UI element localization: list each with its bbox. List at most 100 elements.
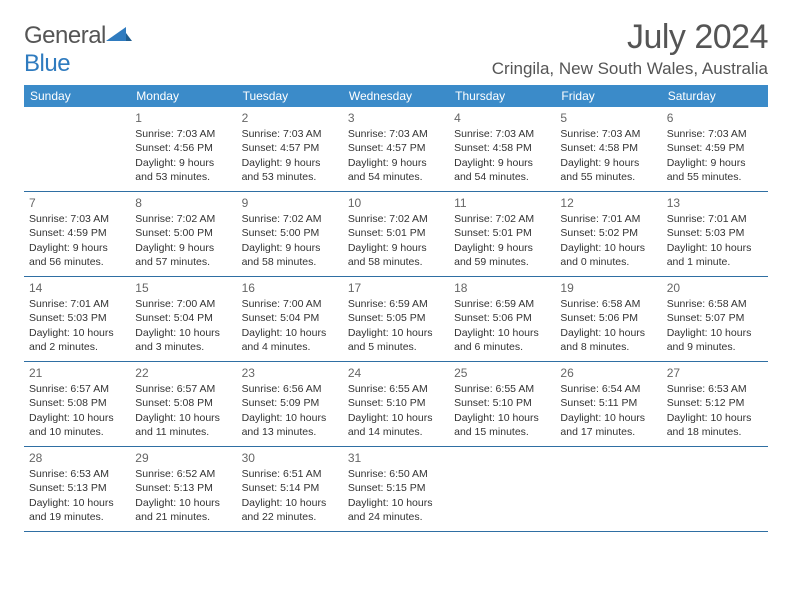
day-info-line: and 21 minutes. — [135, 510, 231, 524]
day-info-line: and 54 minutes. — [454, 170, 550, 184]
day-info-line: Sunrise: 6:54 AM — [560, 382, 656, 396]
logo-text: General Blue — [24, 22, 132, 78]
day-cell: 18Sunrise: 6:59 AMSunset: 5:06 PMDayligh… — [449, 277, 555, 361]
day-info-line: Sunrise: 6:57 AM — [29, 382, 125, 396]
day-info-line: Sunrise: 6:58 AM — [560, 297, 656, 311]
day-info-line: and 3 minutes. — [135, 340, 231, 354]
day-info-line: Sunset: 5:12 PM — [667, 396, 763, 410]
day-number: 16 — [242, 280, 338, 296]
week-row: 1Sunrise: 7:03 AMSunset: 4:56 PMDaylight… — [24, 107, 768, 192]
day-info-line: and 13 minutes. — [242, 425, 338, 439]
day-info-line: and 9 minutes. — [667, 340, 763, 354]
day-info-line: Sunset: 4:58 PM — [560, 141, 656, 155]
calendar: Sunday Monday Tuesday Wednesday Thursday… — [24, 85, 768, 532]
day-number: 21 — [29, 365, 125, 381]
day-info-line: and 56 minutes. — [29, 255, 125, 269]
day-info-line: Sunset: 5:04 PM — [242, 311, 338, 325]
title-block: July 2024 Cringila, New South Wales, Aus… — [492, 18, 768, 79]
day-info-line: Sunrise: 7:00 AM — [135, 297, 231, 311]
day-cell: 29Sunrise: 6:52 AMSunset: 5:13 PMDayligh… — [130, 447, 236, 531]
day-cell: 22Sunrise: 6:57 AMSunset: 5:08 PMDayligh… — [130, 362, 236, 446]
day-cell: 21Sunrise: 6:57 AMSunset: 5:08 PMDayligh… — [24, 362, 130, 446]
day-cell: 23Sunrise: 6:56 AMSunset: 5:09 PMDayligh… — [237, 362, 343, 446]
day-info-line: and 59 minutes. — [454, 255, 550, 269]
day-info: Sunrise: 6:54 AMSunset: 5:11 PMDaylight:… — [560, 382, 656, 439]
day-info-line: Sunset: 4:57 PM — [348, 141, 444, 155]
day-info-line: Daylight: 9 hours — [242, 156, 338, 170]
day-number: 10 — [348, 195, 444, 211]
day-number: 19 — [560, 280, 656, 296]
week-row: 14Sunrise: 7:01 AMSunset: 5:03 PMDayligh… — [24, 277, 768, 362]
day-info-line: Sunrise: 7:02 AM — [135, 212, 231, 226]
day-cell: 16Sunrise: 7:00 AMSunset: 5:04 PMDayligh… — [237, 277, 343, 361]
day-header-row: Sunday Monday Tuesday Wednesday Thursday… — [24, 85, 768, 107]
day-info-line: and 1 minute. — [667, 255, 763, 269]
day-info-line: Sunset: 5:05 PM — [348, 311, 444, 325]
day-cell: 31Sunrise: 6:50 AMSunset: 5:15 PMDayligh… — [343, 447, 449, 531]
day-info-line: Sunset: 5:10 PM — [348, 396, 444, 410]
day-info-line: Daylight: 9 hours — [135, 156, 231, 170]
day-cell: 5Sunrise: 7:03 AMSunset: 4:58 PMDaylight… — [555, 107, 661, 191]
week-row: 28Sunrise: 6:53 AMSunset: 5:13 PMDayligh… — [24, 447, 768, 532]
day-info: Sunrise: 6:57 AMSunset: 5:08 PMDaylight:… — [135, 382, 231, 439]
day-info: Sunrise: 7:00 AMSunset: 5:04 PMDaylight:… — [242, 297, 338, 354]
day-cell: 19Sunrise: 6:58 AMSunset: 5:06 PMDayligh… — [555, 277, 661, 361]
day-info-line: Sunrise: 6:55 AM — [454, 382, 550, 396]
day-info: Sunrise: 6:55 AMSunset: 5:10 PMDaylight:… — [454, 382, 550, 439]
day-number: 25 — [454, 365, 550, 381]
day-info-line: Sunset: 4:57 PM — [242, 141, 338, 155]
day-info-line: Sunset: 5:02 PM — [560, 226, 656, 240]
header: General Blue July 2024 Cringila, New Sou… — [24, 18, 768, 79]
day-info-line: Sunset: 5:15 PM — [348, 481, 444, 495]
day-number: 13 — [667, 195, 763, 211]
day-info-line: Daylight: 10 hours — [29, 496, 125, 510]
day-info-line: Daylight: 9 hours — [348, 156, 444, 170]
day-number: 29 — [135, 450, 231, 466]
day-info-line: Sunrise: 6:56 AM — [242, 382, 338, 396]
day-info: Sunrise: 7:01 AMSunset: 5:02 PMDaylight:… — [560, 212, 656, 269]
day-info-line: Daylight: 10 hours — [454, 411, 550, 425]
day-info-line: Daylight: 10 hours — [135, 326, 231, 340]
day-info: Sunrise: 7:03 AMSunset: 4:59 PMDaylight:… — [667, 127, 763, 184]
logo-triangle-icon — [106, 25, 132, 43]
day-info-line: Daylight: 10 hours — [560, 326, 656, 340]
day-info-line: Daylight: 10 hours — [560, 411, 656, 425]
month-title: July 2024 — [492, 18, 768, 57]
day-info-line: and 5 minutes. — [348, 340, 444, 354]
day-info: Sunrise: 7:01 AMSunset: 5:03 PMDaylight:… — [29, 297, 125, 354]
day-number: 11 — [454, 195, 550, 211]
day-cell — [24, 107, 130, 191]
day-cell: 10Sunrise: 7:02 AMSunset: 5:01 PMDayligh… — [343, 192, 449, 276]
day-info-line: Daylight: 10 hours — [667, 241, 763, 255]
day-cell: 28Sunrise: 6:53 AMSunset: 5:13 PMDayligh… — [24, 447, 130, 531]
day-cell: 26Sunrise: 6:54 AMSunset: 5:11 PMDayligh… — [555, 362, 661, 446]
day-info-line: Daylight: 9 hours — [454, 241, 550, 255]
day-info: Sunrise: 6:50 AMSunset: 5:15 PMDaylight:… — [348, 467, 444, 524]
day-cell: 2Sunrise: 7:03 AMSunset: 4:57 PMDaylight… — [237, 107, 343, 191]
day-info-line: Sunrise: 7:03 AM — [29, 212, 125, 226]
day-cell: 9Sunrise: 7:02 AMSunset: 5:00 PMDaylight… — [237, 192, 343, 276]
day-info-line: and 55 minutes. — [560, 170, 656, 184]
day-info-line: Daylight: 10 hours — [348, 326, 444, 340]
day-info-line: and 55 minutes. — [667, 170, 763, 184]
day-info-line: Daylight: 10 hours — [242, 411, 338, 425]
day-info-line: Sunrise: 6:53 AM — [667, 382, 763, 396]
day-info-line: Sunset: 4:56 PM — [135, 141, 231, 155]
day-info: Sunrise: 7:03 AMSunset: 4:58 PMDaylight:… — [454, 127, 550, 184]
day-info-line: Daylight: 9 hours — [29, 241, 125, 255]
day-number: 23 — [242, 365, 338, 381]
day-info: Sunrise: 6:56 AMSunset: 5:09 PMDaylight:… — [242, 382, 338, 439]
day-cell: 8Sunrise: 7:02 AMSunset: 5:00 PMDaylight… — [130, 192, 236, 276]
day-info-line: and 54 minutes. — [348, 170, 444, 184]
day-info: Sunrise: 7:03 AMSunset: 4:58 PMDaylight:… — [560, 127, 656, 184]
day-info-line: and 0 minutes. — [560, 255, 656, 269]
day-cell: 30Sunrise: 6:51 AMSunset: 5:14 PMDayligh… — [237, 447, 343, 531]
day-info-line: Sunrise: 6:53 AM — [29, 467, 125, 481]
day-info-line: and 24 minutes. — [348, 510, 444, 524]
day-header-wed: Wednesday — [343, 85, 449, 107]
logo-text-2: Blue — [24, 50, 70, 77]
day-info: Sunrise: 7:03 AMSunset: 4:56 PMDaylight:… — [135, 127, 231, 184]
day-info-line: and 58 minutes. — [348, 255, 444, 269]
day-info-line: Sunrise: 7:03 AM — [560, 127, 656, 141]
week-row: 7Sunrise: 7:03 AMSunset: 4:59 PMDaylight… — [24, 192, 768, 277]
